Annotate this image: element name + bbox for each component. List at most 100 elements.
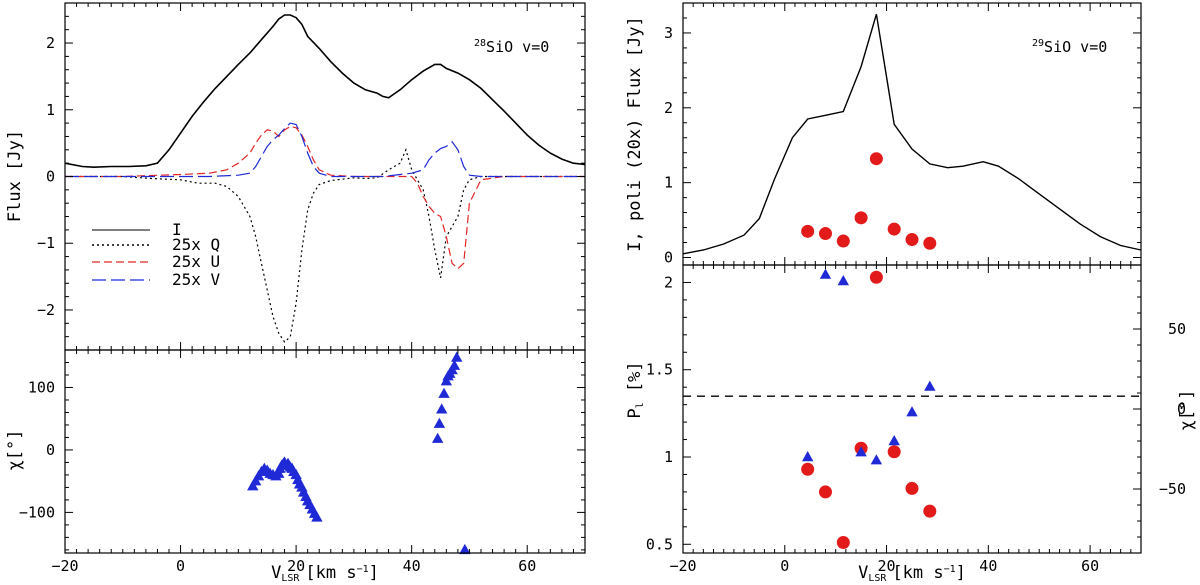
series-line-25x-v: [65, 122, 585, 178]
y-right-tick-label: 50: [1168, 320, 1186, 338]
y-tick-label: −100: [19, 503, 55, 521]
y-tick-label: 1: [46, 101, 55, 119]
poli-point: [801, 224, 815, 238]
right-top-ylabel: I, poli (20x) Flux [Jy]: [625, 16, 645, 251]
right-bottom-ticks: −20 0 20 40 60 0.5 1 1.5 2 −50 0 50: [646, 265, 1186, 575]
y-tick-label: −2: [37, 301, 55, 319]
right-xlabel-sub: LSR: [868, 573, 887, 584]
pl-point: [836, 536, 850, 550]
x-tick-label: 60: [518, 557, 536, 575]
left-top-annotation: 28SiO v=0: [474, 38, 549, 56]
left-top-ylabel: Flux [Jy]: [5, 130, 25, 222]
poli-point: [887, 222, 901, 236]
left-xlabel-sub: LSR: [281, 573, 300, 584]
poli-point: [836, 234, 850, 248]
x-tick-label: 20: [287, 557, 305, 575]
chi-triangle: [819, 268, 832, 279]
left-top-marks: [64, 14, 586, 343]
right-bottom-frame: [682, 264, 1142, 554]
chi-triangle: [855, 446, 867, 457]
left-bottom-panel: −20 0 20 40 60 −100 0 100 χ[°] VLSR [km s−1]: [5, 349, 586, 584]
pl-point: [869, 270, 883, 284]
y-tick-label: −1: [37, 234, 55, 252]
right-top-marks: [682, 14, 1142, 255]
right-xlabel-v: V: [858, 563, 868, 583]
right-top-annotation-prefix: 29: [1032, 38, 1044, 49]
y-tick-label: 0: [46, 441, 55, 459]
legend-label-q: 25x Q: [172, 235, 220, 254]
y-tick-label: 0: [46, 168, 55, 186]
y-tick-label: 0.5: [646, 535, 673, 553]
x-tick-label: −20: [669, 557, 696, 575]
poli-point: [869, 152, 883, 166]
right-bottom-ylabel-left: Pl [%]: [625, 361, 646, 418]
poli-point: [854, 211, 868, 225]
left-xlabel-v: V: [271, 563, 281, 583]
legend-label-u: 25x U: [172, 252, 220, 271]
chi-triangle: [451, 351, 463, 362]
right-bottom-ylabel-right: χ[°]: [1177, 390, 1197, 431]
chi-triangle: [436, 403, 448, 414]
chi-triangle: [438, 387, 450, 398]
poli-point: [818, 227, 832, 241]
right-bottom-marks: [683, 268, 1141, 550]
chi-triangle: [906, 406, 918, 417]
series-line-25x-u: [65, 125, 585, 270]
right-bottom-ylabel-p: P: [625, 408, 645, 418]
x-tick-label: 60: [1081, 557, 1099, 575]
left-bottom-marks: [247, 351, 471, 555]
y-right-tick-label: 0: [1177, 400, 1186, 418]
right-top-ticks: 0 1 2 3: [664, 3, 1142, 267]
series-line-25x-q: [65, 148, 585, 343]
right-xlabel: VLSR [km s−1]: [858, 563, 966, 584]
series-line-i: [682, 14, 1142, 255]
y-tick-label: 100: [28, 378, 55, 396]
right-top-panel: 0 1 2 3 29SiO v=0 I, poli (20x) Flux [Jy]: [625, 2, 1142, 267]
x-tick-label: 0: [780, 557, 789, 575]
series-line-i: [64, 14, 586, 169]
chi-triangle: [888, 435, 900, 446]
right-xlabel-sup: −1: [944, 564, 956, 575]
pl-point: [818, 485, 832, 499]
y-tick-label: 3: [664, 24, 673, 42]
poli-point: [905, 233, 919, 247]
y-tick-label: 2: [664, 99, 673, 117]
left-xlabel-unit: [km s: [305, 563, 356, 583]
right-top-annotation: 29SiO v=0: [1032, 38, 1107, 56]
right-bottom-ylabel-unit: [%]: [625, 361, 645, 402]
left-bottom-ticks: −20 0 20 40 60 −100 0 100: [19, 350, 586, 575]
pl-point: [801, 462, 815, 476]
chi-triangle: [801, 451, 814, 462]
y-tick-label: 1: [664, 174, 673, 192]
y-tick-label: 1.5: [646, 361, 673, 379]
chi-triangle: [924, 380, 936, 391]
x-tick-label: 20: [878, 557, 896, 575]
chi-triangle: [870, 454, 883, 465]
legend-label-v: 25x V: [172, 270, 221, 289]
pl-point: [905, 481, 919, 495]
left-xlabel-end: ]: [369, 563, 379, 583]
chi-triangle: [459, 543, 471, 555]
right-bottom-ylabel-sub: l: [635, 402, 646, 408]
left-top-panel: −2 −1 0 1 2 28SiO v=0 Flux [Jy] I 25x Q 25x …: [5, 2, 586, 351]
right-bottom-panel: −20 0 20 40 60 0.5 1 1.5 2 −50 0 50 Pl [%] χ[°] VLS…: [625, 264, 1197, 584]
left-bottom-ylabel: χ[°]: [5, 430, 25, 471]
chi-triangle: [311, 511, 323, 522]
y-tick-label: 2: [46, 34, 55, 52]
x-tick-label: 0: [176, 557, 185, 575]
y-tick-label: 1: [664, 448, 673, 466]
left-top-legend: I 25x Q 25x U 25x V: [92, 220, 221, 289]
y-tick-label: 0: [664, 249, 673, 267]
left-xlabel-sup: −1: [357, 564, 369, 575]
right-xlabel-unit: [km s: [892, 563, 943, 583]
chi-triangle: [448, 359, 461, 370]
y-tick-label: 2: [664, 273, 673, 291]
x-tick-label: 40: [403, 557, 421, 575]
chi-triangle: [433, 417, 446, 428]
left-top-annotation-prefix: 28: [474, 38, 486, 49]
pl-point: [887, 445, 901, 459]
right-top-annotation-text: SiO v=0: [1044, 38, 1107, 56]
left-top-annotation-text: SiO v=0: [486, 38, 549, 56]
left-xlabel: VLSR [km s−1]: [271, 563, 379, 584]
